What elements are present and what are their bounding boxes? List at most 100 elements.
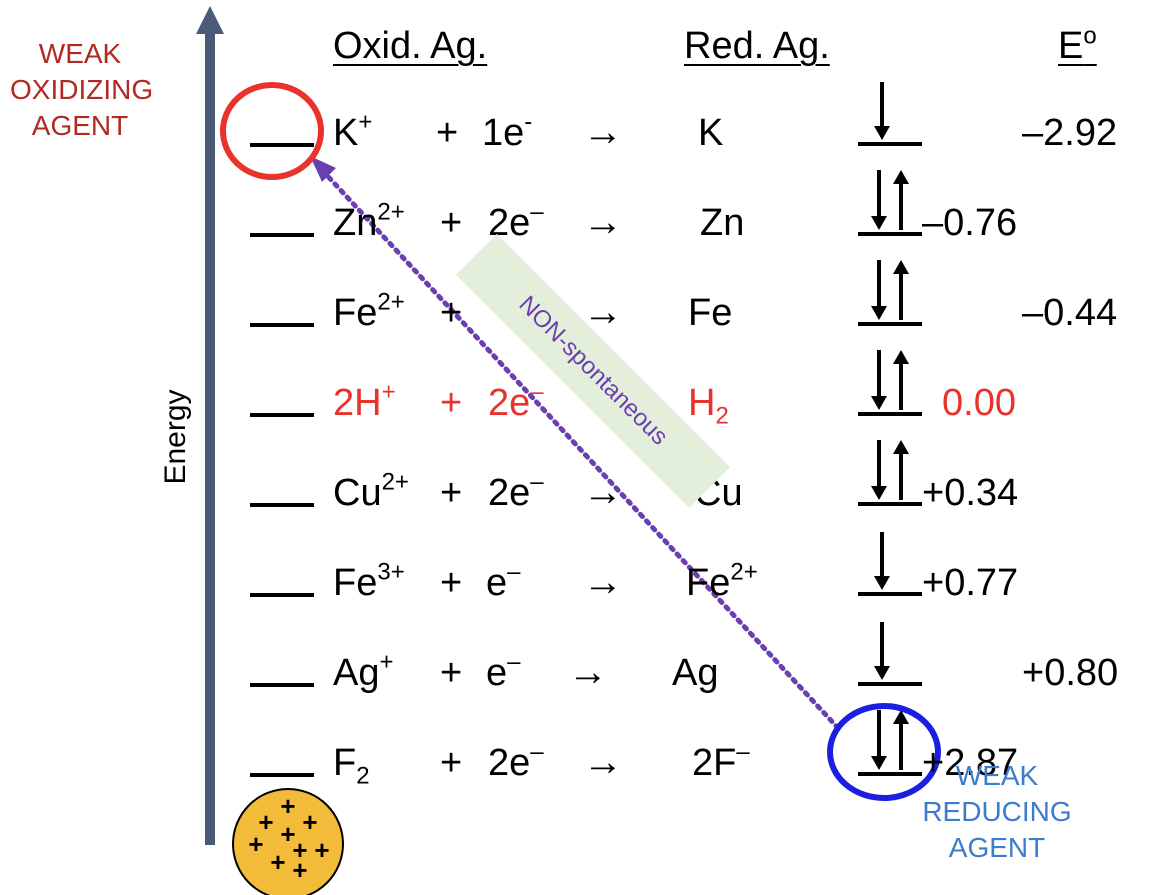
nucleus-plus: +	[248, 829, 263, 859]
electron-up-arrowhead	[893, 350, 909, 364]
standard-potential-value: +0.77	[922, 562, 1019, 604]
reduced-species: Fe2+	[686, 560, 758, 605]
electron-charge: -	[524, 108, 533, 136]
ox-symbol: F	[333, 742, 357, 784]
electron-coefficient: 1e	[482, 112, 525, 154]
reduced-species: K	[698, 112, 723, 155]
ox-charge: 2+	[377, 288, 405, 316]
oxidizing-species: Zn2+	[333, 200, 405, 245]
red-charge: –	[736, 738, 750, 766]
plus-sign: +	[440, 202, 463, 244]
oxidizing-species: F2	[333, 742, 370, 788]
electron-charge: –	[530, 468, 544, 496]
red-symbol: Ag	[672, 652, 719, 694]
red-symbol: Fe	[688, 292, 733, 334]
ox-charge: 2+	[377, 198, 405, 226]
electron-coefficient: e	[486, 652, 508, 694]
electron-coefficient: 2e	[488, 472, 531, 514]
nucleus-plus: +	[302, 807, 317, 837]
right-energy-levels	[858, 142, 922, 776]
weak-ox-line3: AGENT	[31, 110, 129, 141]
nucleus-plus: +	[292, 835, 307, 865]
ox-symbol: K	[333, 112, 359, 154]
ox-symbol: Fe	[333, 562, 378, 604]
ox-charge: +	[358, 108, 373, 136]
half-reaction-row: Fe3+ + e– → Fe2+ +0.77	[0, 560, 1161, 622]
ox-charge: 3+	[377, 558, 405, 586]
plus-sign: +	[436, 112, 459, 154]
potential-header-e: E	[1058, 25, 1084, 67]
red-charge: 2+	[730, 558, 758, 586]
reduced-species: H2	[688, 382, 729, 428]
electron-down-arrowhead	[871, 756, 887, 770]
nucleus-circle	[232, 788, 344, 895]
half-reaction-row: 2H++2e–→H20.00	[0, 380, 1161, 442]
electron-down-arrowhead	[874, 576, 890, 590]
nucleus-plus: +	[280, 819, 295, 849]
electron-down-arrowhead	[871, 216, 887, 230]
ox-subscript: 2	[356, 762, 370, 790]
plus-sign: +	[440, 652, 463, 694]
red-symbol: 2F	[692, 742, 737, 784]
potential-header: Eo	[1058, 22, 1097, 68]
oxidizing-agent-header: Oxid. Ag.	[333, 25, 488, 67]
weak-red-line2: REDUCING	[922, 796, 1072, 827]
ox-symbol: Zn	[333, 202, 378, 244]
red-subscript: 2	[715, 402, 729, 430]
weak-red-line1: WEAK	[955, 760, 1039, 791]
electron-down-arrowhead	[874, 126, 890, 140]
standard-potential-value: 0.00	[942, 382, 1016, 424]
standard-potential-value: +2.87	[922, 742, 1019, 784]
reaction-arrow: →	[583, 560, 623, 604]
nucleus-plus: +	[292, 855, 307, 885]
reaction-arrow: →	[583, 110, 623, 154]
electron-coefficient: 2e	[488, 382, 531, 424]
electrons-term: 1e-	[482, 110, 532, 155]
standard-potential-value: +0.34	[922, 472, 1019, 514]
reaction-arrow: →	[583, 740, 623, 784]
electron-up-arrowhead	[893, 170, 909, 184]
electron-down-arrowhead	[871, 396, 887, 410]
oxidizing-species: Fe2+	[333, 290, 405, 335]
standard-potential-value: –0.44	[1022, 292, 1118, 334]
oxidizing-species: Ag+	[333, 650, 394, 695]
ox-charge: +	[381, 378, 396, 406]
half-reaction-row: K+ +1e- → K –2.92	[0, 110, 1161, 172]
weak-ox-line2: OXIDIZING	[10, 74, 154, 105]
electron-down-arrowhead	[871, 306, 887, 320]
electron-charge: –	[530, 198, 544, 226]
electron-charge: –	[530, 378, 544, 406]
electrons-term: 2e–	[488, 470, 544, 515]
oxidizing-species: Fe3+	[333, 560, 405, 605]
ox-symbol: Fe	[333, 292, 378, 334]
oxidizing-species: 2H+	[333, 380, 396, 425]
electrons-term: e–	[486, 560, 521, 605]
ox-symbol: Ag	[333, 652, 380, 694]
plus-sign: +	[440, 562, 463, 604]
plus-sign: +	[440, 472, 463, 514]
reaction-arrow: →	[583, 470, 623, 514]
nucleus-plus-signs: ++ +++ + ++ +	[248, 791, 329, 885]
half-reaction-row: Cu2+ +2e– → Cu +0.34	[0, 470, 1161, 532]
weak-reducing-agent-label: WEAK REDUCING AGENT	[912, 758, 1082, 866]
ox-symbol: 2H	[333, 382, 382, 424]
left-energy-levels	[250, 143, 314, 777]
nucleus-plus: +	[314, 835, 329, 865]
oxidizing-species: K+	[333, 110, 372, 155]
electron-coefficient: 2e	[488, 742, 531, 784]
potential-header-sup: o	[1083, 22, 1097, 50]
weak-red-line3: AGENT	[948, 832, 1046, 863]
energy-axis-arrowhead	[196, 6, 224, 34]
electrons-term: 2e–	[488, 380, 544, 425]
weak-reducing-circle	[827, 703, 941, 801]
ox-symbol: Cu	[333, 472, 382, 514]
half-reaction-row: F2 +2e– → 2F– +2.87	[0, 740, 1161, 802]
red-symbol: Zn	[700, 202, 745, 244]
red-symbol: Fe	[686, 562, 731, 604]
reduced-species: Fe	[688, 292, 732, 335]
electron-arrows	[871, 82, 909, 770]
electron-down-arrowhead	[874, 666, 890, 680]
ox-charge: 2+	[381, 468, 409, 496]
